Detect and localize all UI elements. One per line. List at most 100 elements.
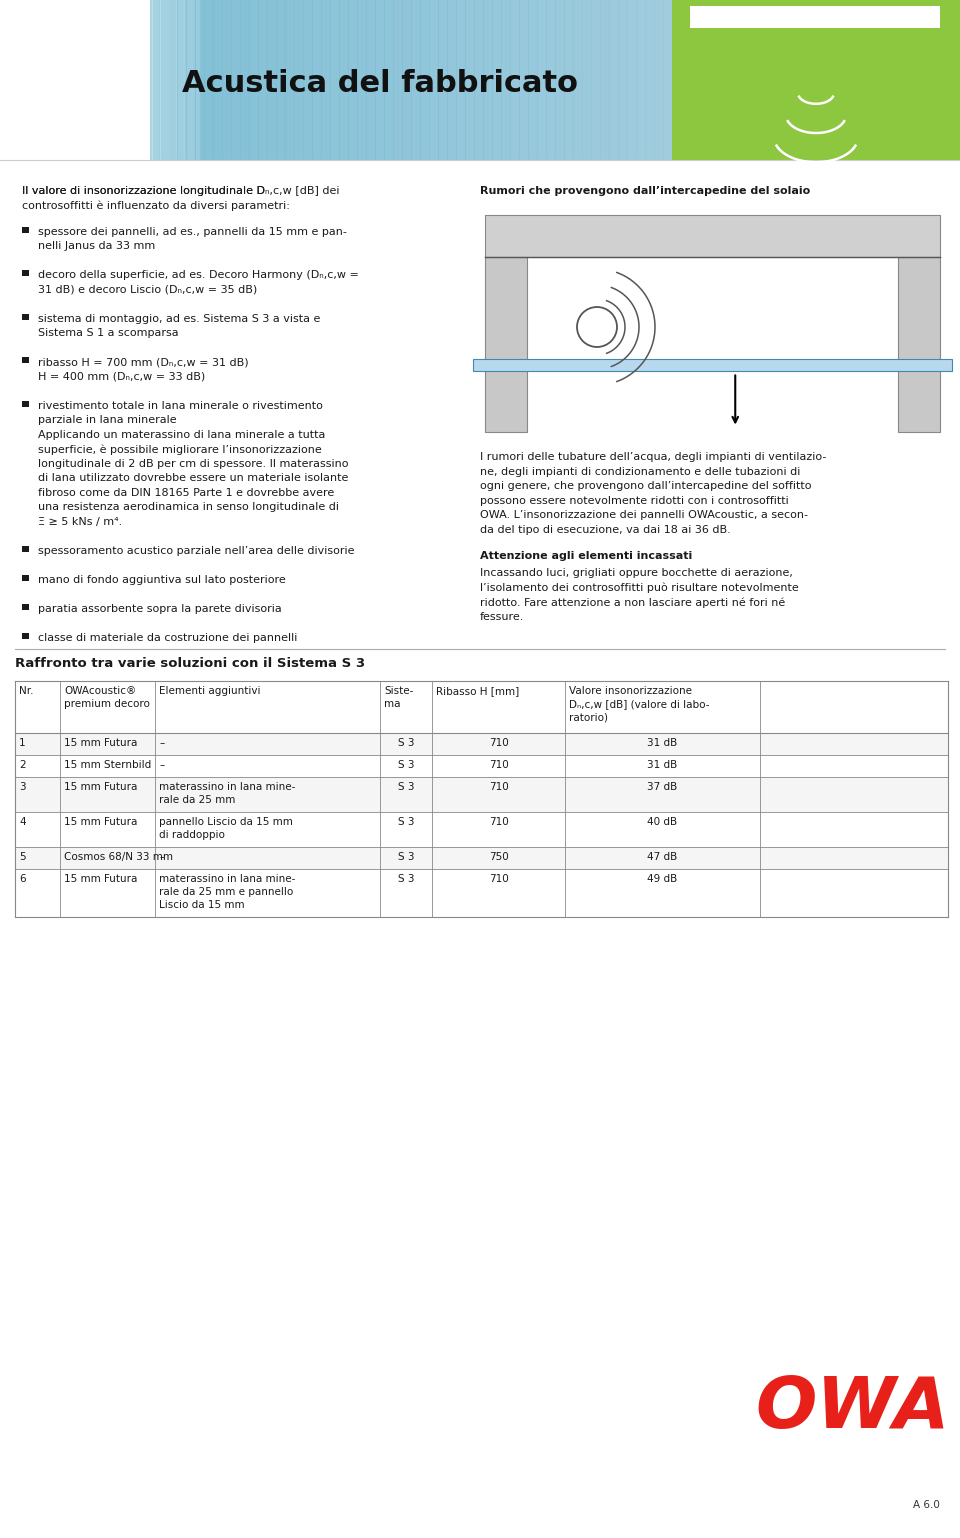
Bar bbox=[22, 632, 29, 638]
Bar bbox=[176, 0, 185, 160]
Bar bbox=[402, 0, 412, 160]
Text: spessoramento acustico parziale nell’area delle divisorie: spessoramento acustico parziale nell’are… bbox=[38, 546, 354, 555]
Bar bbox=[48, 0, 57, 160]
Bar bbox=[0, 0, 9, 160]
Text: mano di fondo aggiuntiva sul lato posteriore: mano di fondo aggiuntiva sul lato poster… bbox=[38, 575, 286, 584]
Bar bbox=[485, 215, 940, 444]
Text: 31 dB: 31 dB bbox=[647, 738, 678, 749]
Bar bbox=[128, 0, 137, 160]
Bar bbox=[159, 0, 169, 160]
Text: Valore insonorizzazione: Valore insonorizzazione bbox=[569, 686, 692, 697]
Bar bbox=[447, 0, 457, 160]
Text: paratia assorbente sopra la parete divisoria: paratia assorbente sopra la parete divis… bbox=[38, 603, 281, 614]
Text: pannello Liscio da 15 mm: pannello Liscio da 15 mm bbox=[159, 817, 293, 827]
Bar bbox=[384, 0, 394, 160]
Text: decoro della superficie, ad es. Decoro Harmony (Dₙ,ᴄ,w =: decoro della superficie, ad es. Decoro H… bbox=[38, 271, 359, 280]
Text: di lana utilizzato dovrebbe essere un materiale isolante: di lana utilizzato dovrebbe essere un ma… bbox=[38, 474, 348, 483]
Text: rale da 25 mm: rale da 25 mm bbox=[159, 795, 235, 806]
Text: 37 dB: 37 dB bbox=[647, 783, 678, 792]
Text: A 6.0: A 6.0 bbox=[913, 1500, 940, 1510]
Text: classe di materiale da costruzione dei pannelli: classe di materiale da costruzione dei p… bbox=[38, 632, 298, 643]
Bar bbox=[519, 0, 529, 160]
Bar bbox=[654, 0, 664, 160]
Text: 710: 710 bbox=[489, 874, 509, 884]
Bar bbox=[204, 0, 214, 160]
Text: 40 dB: 40 dB bbox=[647, 817, 678, 827]
Text: OWA: OWA bbox=[755, 1373, 949, 1443]
Text: S 3: S 3 bbox=[397, 783, 415, 792]
Bar bbox=[24, 0, 33, 160]
Bar bbox=[15, 812, 948, 847]
Bar bbox=[510, 0, 520, 160]
Text: 710: 710 bbox=[489, 783, 509, 792]
Text: 15 mm Futura: 15 mm Futura bbox=[64, 783, 137, 792]
Text: da del tipo di esecuzione, va dai 18 ai 36 dB.: da del tipo di esecuzione, va dai 18 ai … bbox=[480, 524, 731, 535]
Text: 2: 2 bbox=[19, 760, 26, 771]
Bar bbox=[96, 0, 105, 160]
Text: sistema di montaggio, ad es. Sistema S 3 a vista e: sistema di montaggio, ad es. Sistema S 3… bbox=[38, 314, 321, 323]
Bar bbox=[420, 0, 430, 160]
Bar bbox=[555, 0, 565, 160]
Text: ridotto. Fare attenzione a non lasciare aperti né fori né: ridotto. Fare attenzione a non lasciare … bbox=[480, 597, 785, 608]
Text: Applicando un materassino di lana minerale a tutta: Applicando un materassino di lana minera… bbox=[38, 429, 325, 440]
Text: rale da 25 mm e pannello: rale da 25 mm e pannello bbox=[159, 887, 293, 897]
Text: ne, degli impianti di condizionamento e delle tubazioni di: ne, degli impianti di condizionamento e … bbox=[480, 466, 801, 477]
Bar bbox=[22, 603, 29, 609]
Bar bbox=[312, 0, 322, 160]
Bar bbox=[465, 0, 475, 160]
Bar bbox=[456, 0, 466, 160]
Bar bbox=[339, 0, 349, 160]
Bar bbox=[591, 0, 601, 160]
Text: 750: 750 bbox=[489, 852, 509, 863]
Text: ribasso H = 700 mm (Dₙ,ᴄ,w = 31 dB): ribasso H = 700 mm (Dₙ,ᴄ,w = 31 dB) bbox=[38, 357, 249, 368]
Text: 15 mm Futura: 15 mm Futura bbox=[64, 817, 137, 827]
Bar bbox=[582, 0, 592, 160]
Bar bbox=[546, 0, 556, 160]
Bar bbox=[438, 0, 448, 160]
Text: 6: 6 bbox=[19, 874, 26, 884]
Bar bbox=[200, 0, 675, 160]
Text: 31 dB) e decoro Liscio (Dₙ,ᴄ,w = 35 dB): 31 dB) e decoro Liscio (Dₙ,ᴄ,w = 35 dB) bbox=[38, 285, 257, 295]
Bar bbox=[168, 0, 178, 160]
Text: Elementi aggiuntivi: Elementi aggiuntivi bbox=[159, 686, 260, 697]
Bar bbox=[474, 0, 484, 160]
Text: –: – bbox=[159, 760, 164, 771]
Bar bbox=[22, 357, 29, 363]
Bar bbox=[15, 777, 948, 812]
Bar bbox=[120, 0, 129, 160]
Bar bbox=[483, 0, 493, 160]
Text: S 3: S 3 bbox=[397, 874, 415, 884]
Text: 710: 710 bbox=[489, 817, 509, 827]
Text: S 3: S 3 bbox=[397, 817, 415, 827]
Bar bbox=[366, 0, 376, 160]
Text: rivestimento totale in lana minerale o rivestimento: rivestimento totale in lana minerale o r… bbox=[38, 400, 323, 411]
Bar bbox=[690, 6, 940, 28]
Text: Nr.: Nr. bbox=[19, 686, 34, 697]
Bar bbox=[136, 0, 145, 160]
Bar bbox=[609, 0, 619, 160]
Text: ogni genere, che provengono dall’intercapedine del soffitto: ogni genere, che provengono dall’interca… bbox=[480, 481, 811, 491]
Bar bbox=[152, 0, 161, 160]
Bar bbox=[16, 0, 25, 160]
Bar bbox=[357, 0, 367, 160]
Bar bbox=[112, 0, 121, 160]
Text: Rumori che provengono dall’intercapedine del solaio: Rumori che provengono dall’intercapedine… bbox=[480, 186, 810, 195]
Bar bbox=[160, 0, 169, 160]
Bar bbox=[285, 0, 295, 160]
Text: superficie, è possibile migliorare l’insonorizzazione: superficie, è possibile migliorare l’ins… bbox=[38, 444, 322, 455]
Text: 15 mm Futura: 15 mm Futura bbox=[64, 874, 137, 884]
Bar bbox=[32, 0, 41, 160]
Text: Raffronto tra varie soluzioni con il Sistema S 3: Raffronto tra varie soluzioni con il Sis… bbox=[15, 657, 365, 671]
Bar bbox=[22, 226, 29, 232]
Bar bbox=[681, 0, 691, 160]
Text: Dₙ,ᴄ,w [dB] (valore di labo-: Dₙ,ᴄ,w [dB] (valore di labo- bbox=[569, 700, 709, 709]
Bar bbox=[627, 0, 637, 160]
Text: Ribasso H [mm]: Ribasso H [mm] bbox=[436, 686, 519, 697]
Bar bbox=[645, 0, 655, 160]
Bar bbox=[15, 847, 948, 869]
Bar bbox=[294, 0, 304, 160]
Bar bbox=[8, 0, 17, 160]
Text: OWA. L’insonorizzazione dei pannelli OWAcoustic, a secon-: OWA. L’insonorizzazione dei pannelli OWA… bbox=[480, 511, 808, 520]
Text: longitudinale di 2 dB per cm di spessore. Il materassino: longitudinale di 2 dB per cm di spessore… bbox=[38, 458, 348, 469]
Bar bbox=[186, 0, 196, 160]
